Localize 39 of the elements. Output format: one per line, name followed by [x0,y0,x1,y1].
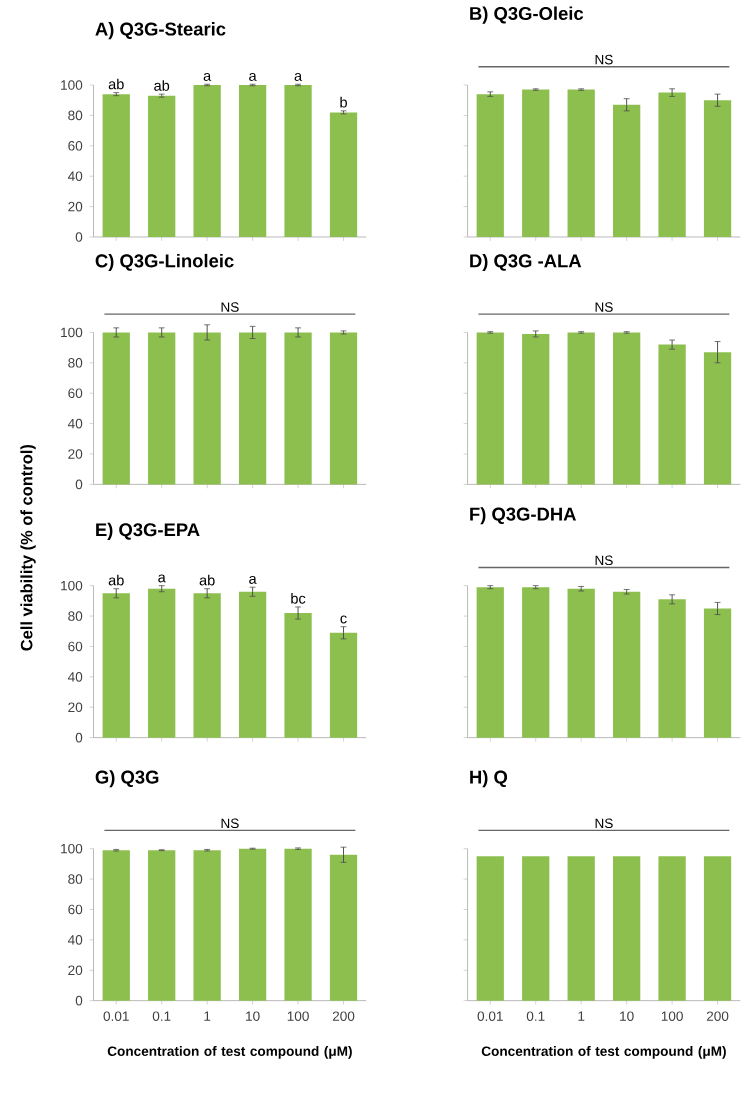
bar [567,89,595,237]
bar [567,332,595,485]
bar [703,352,732,485]
bar [193,593,221,738]
bar [476,587,504,738]
chart-title: B) Q3G-Oleic [470,6,584,24]
bar [284,613,312,738]
bar [522,333,550,485]
bar [193,85,221,237]
bar [612,332,641,485]
bar [658,344,686,485]
bar [102,593,130,738]
bar [238,591,267,738]
chart-title: H) Q [470,770,508,788]
chart-title: F) Q3G-DHA [470,507,576,525]
chart-title: D) Q3G -ALA [470,253,582,272]
bar [102,94,130,237]
bar [612,104,641,237]
bar [567,588,595,738]
bar [148,95,176,237]
chart-title: E) Q3G-EPA [96,522,200,540]
bar [658,599,686,738]
bar [658,92,686,237]
chart-title: A) Q3G-Stearic [95,22,226,40]
chart-title: G) Q3G [95,770,159,788]
bar [476,332,504,485]
bar [476,94,504,237]
bar [148,588,176,738]
y-axis-title: Cell viability (% of control) [20,444,36,651]
bar [329,632,358,738]
chart-title: C) Q3G-Linoleic [95,253,234,272]
bar [703,608,732,738]
bar [612,591,641,738]
bar [238,85,267,237]
bar [284,85,312,237]
bar [703,100,732,237]
bar [522,587,550,738]
bar [329,112,358,237]
bar [522,89,550,237]
